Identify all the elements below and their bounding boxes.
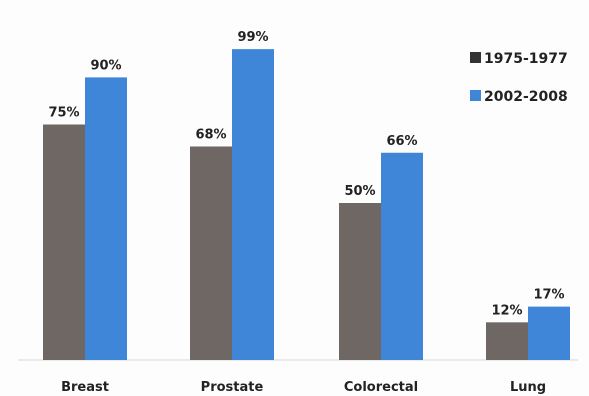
category-label-prostate: Prostate <box>201 380 264 395</box>
legend-label-1975-1977: 1975-1977 <box>484 51 568 67</box>
bar-breast-2002-2008 <box>85 77 127 361</box>
data-label-prostate-1975-1977: 68% <box>195 127 226 142</box>
bar-colorectal-2002-2008 <box>381 152 423 360</box>
bars-group <box>43 49 570 361</box>
legend-swatch-2002-2008 <box>470 90 481 101</box>
category-label-breast: Breast <box>61 380 109 395</box>
data-label-colorectal-1975-1977: 50% <box>344 184 375 199</box>
data-label-breast-2002-2008: 90% <box>90 58 121 73</box>
data-label-lung-1975-1977: 12% <box>491 303 522 318</box>
bar-colorectal-1975-1977 <box>339 203 381 360</box>
data-label-prostate-2002-2008: 99% <box>237 30 268 45</box>
legend: 1975-1977 2002-2008 <box>470 51 568 105</box>
category-label-colorectal: Colorectal <box>344 380 418 395</box>
bar-lung-2002-2008 <box>528 306 570 360</box>
bar-breast-1975-1977 <box>43 124 85 360</box>
data-label-colorectal-2002-2008: 66% <box>386 134 417 149</box>
bar-lung-1975-1977 <box>486 322 528 360</box>
bar-prostate-2002-2008 <box>232 49 274 360</box>
bar-prostate-1975-1977 <box>190 146 232 360</box>
category-labels-group: Breast Prostate Colorectal Lung <box>61 380 546 395</box>
legend-label-2002-2008: 2002-2008 <box>484 89 568 105</box>
legend-swatch-1975-1977 <box>470 52 481 63</box>
data-label-breast-1975-1977: 75% <box>48 106 79 121</box>
bar-labels-group: 75% 90% 68% 99% 50% 66% 12% 17% <box>48 30 564 318</box>
category-label-lung: Lung <box>510 380 546 395</box>
data-label-lung-2002-2008: 17% <box>533 288 564 303</box>
